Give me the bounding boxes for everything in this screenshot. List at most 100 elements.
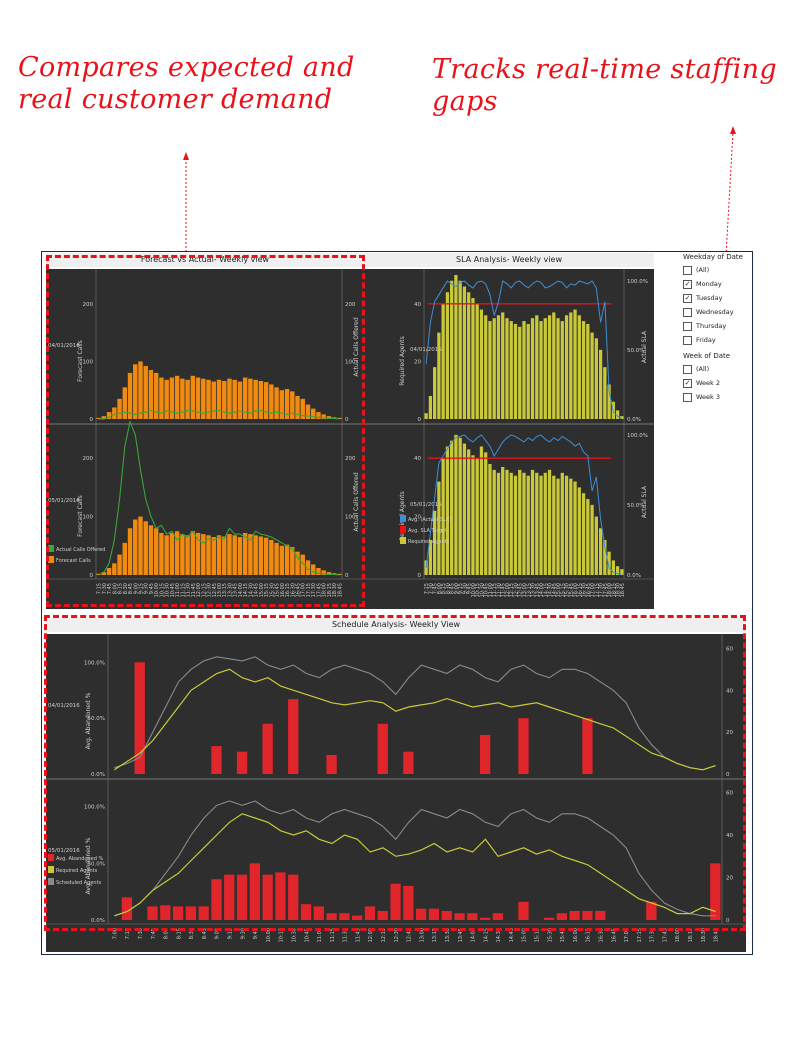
callout-left-line2: real customer demand bbox=[18, 84, 333, 115]
sla-xtick: 14:45 bbox=[552, 583, 558, 597]
filter-checkbox[interactable] bbox=[683, 307, 692, 317]
forecast-bar bbox=[253, 379, 258, 419]
sla-chart-area: 0 20 40 0.0% 50.0% 100.0% 04/01/2016 Required A… bbox=[364, 269, 654, 609]
required-agents-bar bbox=[428, 395, 433, 419]
filter-item-label: Week 3 bbox=[696, 393, 721, 401]
filter-checkbox[interactable]: ✓ bbox=[683, 378, 692, 388]
forecast-right-axis-label: Actual Calls Offered bbox=[353, 317, 360, 377]
forecast-bar bbox=[227, 534, 232, 575]
required-agents-bar bbox=[543, 318, 547, 419]
sla-xtick: 8:30 bbox=[445, 583, 451, 594]
schedule-xtick: 13:15 bbox=[432, 928, 438, 942]
schedule-xtick: 12:45 bbox=[407, 928, 413, 942]
filter-item-label: Friday bbox=[696, 336, 716, 344]
forecast-bar bbox=[201, 534, 206, 575]
required-agents-bar bbox=[556, 478, 560, 575]
required-agents-bar bbox=[479, 309, 484, 419]
forecast-bar bbox=[321, 570, 326, 575]
sla-xtick: 7:30 bbox=[428, 583, 434, 594]
schedule-y2tick: 0 bbox=[726, 772, 730, 778]
forecast-xtick: 14:00 bbox=[238, 583, 244, 597]
forecast-xtick: 9:00 bbox=[133, 583, 139, 594]
schedule-y2tick: 20 bbox=[726, 730, 733, 736]
abandoned-bar bbox=[326, 913, 337, 920]
schedule-y2tick: 0 bbox=[726, 918, 730, 924]
required-agents-bar bbox=[590, 332, 594, 419]
required-agents-bar bbox=[454, 275, 458, 419]
callout-right: Tracks real-time staffing gaps bbox=[432, 54, 777, 118]
filter-item[interactable]: (All) bbox=[683, 263, 753, 277]
filter-item[interactable]: ✓ Monday bbox=[683, 277, 753, 291]
schedule-left-axis-label: Avg. Abandoned % bbox=[85, 692, 92, 749]
schedule-xtick: 7:30 bbox=[138, 928, 144, 939]
schedule-xtick: 11:45 bbox=[355, 928, 361, 942]
forecast-left-axis-label: Forecast Calls bbox=[77, 340, 84, 382]
forecast-legend-label: Forecast Calls bbox=[56, 558, 91, 564]
filter-item[interactable]: Friday bbox=[683, 333, 753, 347]
filter-item[interactable]: (All) bbox=[683, 362, 753, 376]
forecast-xtick: 13:45 bbox=[233, 583, 239, 597]
required-agents-bar bbox=[513, 323, 518, 419]
forecast-bar bbox=[216, 379, 222, 419]
required-agents-bar bbox=[501, 312, 505, 419]
filter-item[interactable]: Thursday bbox=[683, 319, 753, 333]
forecast-bar bbox=[96, 417, 101, 419]
required-agents-bar bbox=[433, 367, 437, 419]
required-agents-bar bbox=[437, 332, 441, 419]
forecast-xtick: 7:45 bbox=[107, 583, 113, 594]
filter-checkbox[interactable] bbox=[683, 364, 692, 374]
forecast-bar bbox=[305, 560, 311, 575]
required-agents-bar bbox=[598, 349, 603, 419]
filter-checkbox[interactable] bbox=[683, 335, 692, 345]
schedule-legend-swatch bbox=[48, 854, 54, 861]
callout-right-line2: gaps bbox=[432, 86, 498, 117]
forecast-bar bbox=[310, 564, 316, 575]
forecast-bar bbox=[316, 412, 321, 419]
forecast-bar bbox=[174, 375, 180, 419]
schedule-xtick: 13:45 bbox=[458, 928, 464, 942]
forecast-bar bbox=[180, 534, 185, 575]
required-agents-bar bbox=[458, 280, 462, 419]
sla-xtick: 15:45 bbox=[569, 583, 575, 597]
sla-xtick: 13:30 bbox=[531, 583, 537, 597]
filter-item[interactable]: ✓ Week 2 bbox=[683, 376, 753, 390]
filter-checkbox[interactable]: ✓ bbox=[683, 279, 692, 289]
required-agents-bar bbox=[484, 452, 488, 575]
required-agents-bar bbox=[539, 475, 543, 575]
filter-item[interactable]: ✓ Tuesday bbox=[683, 291, 753, 305]
forecast-bar bbox=[263, 537, 269, 575]
scheduled-agents-line bbox=[114, 800, 716, 917]
forecast-left-axis-label: Forecast Calls bbox=[77, 495, 84, 537]
forecast-xtick: 12:30 bbox=[207, 583, 213, 597]
forecast-xtick: 18:00 bbox=[322, 583, 328, 597]
required-agents-bar bbox=[543, 472, 547, 575]
forecast-xtick: 8:45 bbox=[128, 583, 134, 594]
sla-ytick: 20 bbox=[414, 515, 421, 521]
filter-checkbox[interactable] bbox=[683, 265, 692, 275]
schedule-date-label: 05/01/2016 bbox=[48, 848, 80, 854]
forecast-bar bbox=[216, 535, 222, 575]
filter-checkbox[interactable] bbox=[683, 321, 692, 331]
filter-item[interactable]: Week 3 bbox=[683, 390, 753, 404]
required-agents-bar bbox=[445, 446, 450, 575]
filter-checkbox[interactable] bbox=[683, 392, 692, 402]
schedule-xtick: 8:00 bbox=[164, 928, 170, 939]
forecast-xtick: 8:30 bbox=[123, 583, 129, 594]
filter-item[interactable]: Wednesday bbox=[683, 305, 753, 319]
forecast-xtick: 16:45 bbox=[296, 583, 302, 597]
abandoned-bar bbox=[224, 874, 235, 920]
required-agents-bar bbox=[454, 434, 458, 575]
schedule-xtick: 14:00 bbox=[471, 928, 477, 942]
required-agents-bar bbox=[496, 315, 501, 419]
abandoned-bar bbox=[288, 874, 299, 920]
forecast-xtick: 18:45 bbox=[337, 583, 343, 597]
forecast-xtick: 11:00 bbox=[175, 583, 181, 597]
required-agents-bar bbox=[620, 416, 624, 419]
required-agents-bar bbox=[569, 478, 573, 575]
schedule-xtick: 15:30 bbox=[547, 928, 553, 942]
sla-panel-title: SLA Analysis- Weekly view bbox=[364, 253, 654, 267]
filter-checkbox[interactable]: ✓ bbox=[683, 293, 692, 303]
required-agents-bar bbox=[505, 318, 509, 419]
sla-ytick: 0 bbox=[418, 417, 422, 423]
required-agents-bar bbox=[509, 321, 513, 419]
